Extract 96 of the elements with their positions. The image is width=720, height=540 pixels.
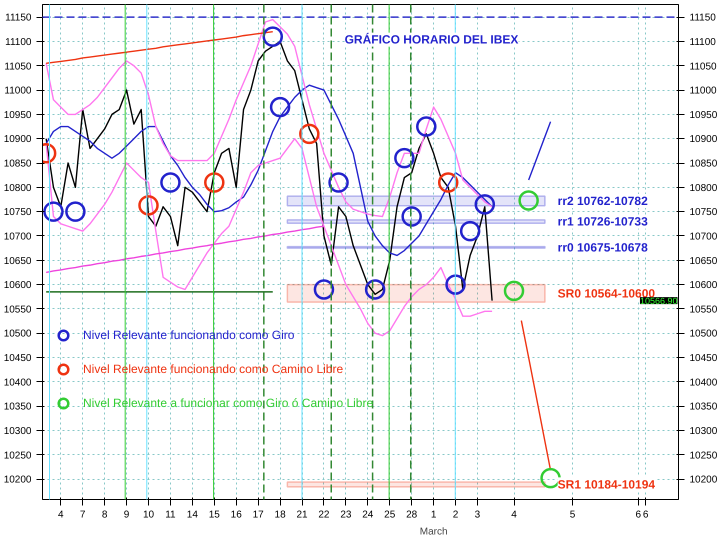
y-tick-label: 10700 bbox=[4, 231, 32, 242]
y2-tick-label: 10950 bbox=[690, 110, 718, 121]
point bbox=[299, 124, 320, 144]
y-tick-label: 10300 bbox=[4, 426, 32, 437]
y-tick-label: 11150 bbox=[5, 12, 32, 24]
x-tick-label: 4 bbox=[58, 510, 64, 520]
y2-tick-label: 10400 bbox=[690, 377, 718, 388]
point bbox=[518, 190, 539, 211]
x-tick-label: 18 bbox=[274, 510, 286, 520]
y-tick-label: 10850 bbox=[4, 158, 32, 170]
point bbox=[328, 172, 349, 193]
point bbox=[445, 274, 466, 295]
y2-tick-label: 10300 bbox=[690, 426, 718, 437]
annotation: 10566.90 bbox=[640, 296, 678, 306]
x-tick-label: 7 bbox=[80, 510, 86, 520]
x-tick-label: 22 bbox=[318, 510, 330, 520]
y-tick-label: 10800 bbox=[4, 182, 32, 194]
x-tick-label: 11 bbox=[165, 510, 176, 520]
y2-tick-label: 10350 bbox=[690, 402, 718, 413]
x-tick-label: 6 bbox=[642, 510, 649, 520]
y-tick-label: 10450 bbox=[4, 353, 32, 364]
point bbox=[364, 279, 386, 300]
y-tick-label: 11050 bbox=[4, 61, 32, 72]
x-tick-label: 6 bbox=[636, 510, 642, 520]
y-tick-label: 11100 bbox=[5, 36, 32, 48]
line-series bbox=[45, 18, 493, 218]
line-series bbox=[45, 31, 274, 64]
line-series bbox=[45, 84, 493, 256]
text: March bbox=[420, 526, 448, 538]
band-label: rr1 10726-10733 bbox=[558, 214, 648, 229]
x-tick-label: 24 bbox=[362, 510, 374, 520]
point bbox=[394, 148, 415, 168]
y2-tick-label: 10200 bbox=[690, 474, 718, 486]
x-tick-label: 23 bbox=[340, 510, 352, 520]
point bbox=[204, 172, 225, 193]
y2-tick-label: 10900 bbox=[690, 134, 718, 146]
point bbox=[138, 195, 159, 216]
x-tick-label: 25 bbox=[384, 510, 396, 520]
y2-tick-label: 10500 bbox=[690, 328, 718, 340]
band-label: SR1 10184-10194 bbox=[558, 477, 656, 492]
text: GRÁFICO HORARIO DEL IBEX bbox=[344, 32, 518, 47]
y-tick-label: 10650 bbox=[4, 256, 32, 267]
y2-tick-label: 10550 bbox=[690, 304, 718, 316]
y2-tick-label: 10850 bbox=[690, 158, 718, 170]
point bbox=[438, 172, 458, 193]
x-tick-label: 9 bbox=[124, 510, 130, 520]
y-tick-label: 10600 bbox=[4, 280, 32, 292]
y-tick-label: 11000 bbox=[4, 86, 32, 97]
y2-tick-label: 11150 bbox=[690, 12, 716, 24]
x-tick-label: 2 bbox=[452, 510, 459, 520]
line-series bbox=[528, 120, 552, 181]
band-label: rr2 10762-10782 bbox=[558, 194, 648, 208]
x-tick-label: 1 bbox=[430, 510, 437, 520]
x-tick-label: 5 bbox=[570, 510, 576, 520]
y-tick-label: 10950 bbox=[4, 110, 32, 121]
point bbox=[43, 201, 64, 222]
point bbox=[65, 201, 86, 222]
y2-tick-label: 11000 bbox=[690, 86, 718, 97]
y-tick-label: 10550 bbox=[4, 304, 32, 316]
point bbox=[160, 172, 181, 193]
y2-tick-label: 10800 bbox=[690, 182, 718, 194]
y-tick-label: 10900 bbox=[4, 134, 32, 146]
x-tick-label: 15 bbox=[208, 510, 220, 520]
x-tick-label: 10 bbox=[142, 510, 154, 520]
y-tick-label: 10400 bbox=[4, 377, 32, 388]
y2-tick-label: 11050 bbox=[690, 61, 718, 72]
x-tick-label: 28 bbox=[406, 510, 418, 520]
y-tick-label: 10500 bbox=[4, 328, 32, 340]
y-tick-label: 10750 bbox=[4, 207, 32, 218]
point bbox=[504, 280, 524, 302]
y2-tick-label: 10600 bbox=[690, 280, 718, 292]
y2-tick-label: 10650 bbox=[690, 256, 718, 267]
x-tick-label: 14 bbox=[186, 510, 198, 520]
point bbox=[401, 206, 422, 227]
point bbox=[460, 220, 480, 242]
x-tick-label: 16 bbox=[230, 510, 242, 520]
line-series bbox=[45, 226, 325, 274]
x-tick-label: 4 bbox=[511, 510, 518, 520]
y2-tick-label: 10450 bbox=[690, 353, 718, 364]
y-tick-label: 10350 bbox=[4, 402, 32, 413]
y2-tick-label: 10750 bbox=[690, 207, 718, 218]
x-tick-label: 8 bbox=[102, 510, 108, 520]
point bbox=[270, 96, 290, 118]
point bbox=[416, 116, 437, 137]
y-tick-label: 10250 bbox=[4, 450, 32, 462]
y2-tick-label: 10700 bbox=[690, 231, 718, 242]
x-tick-label: 3 bbox=[474, 510, 481, 520]
point bbox=[474, 194, 496, 215]
point bbox=[314, 279, 334, 300]
x-tick-label: 17 bbox=[252, 510, 264, 520]
y-tick-label: 10200 bbox=[4, 474, 32, 486]
x-tick-label: 21 bbox=[296, 510, 308, 520]
y2-tick-label: 10250 bbox=[690, 450, 718, 462]
band-label: rr0 10675-10678 bbox=[558, 240, 648, 254]
point bbox=[262, 26, 284, 47]
y2-tick-label: 11100 bbox=[690, 36, 716, 48]
